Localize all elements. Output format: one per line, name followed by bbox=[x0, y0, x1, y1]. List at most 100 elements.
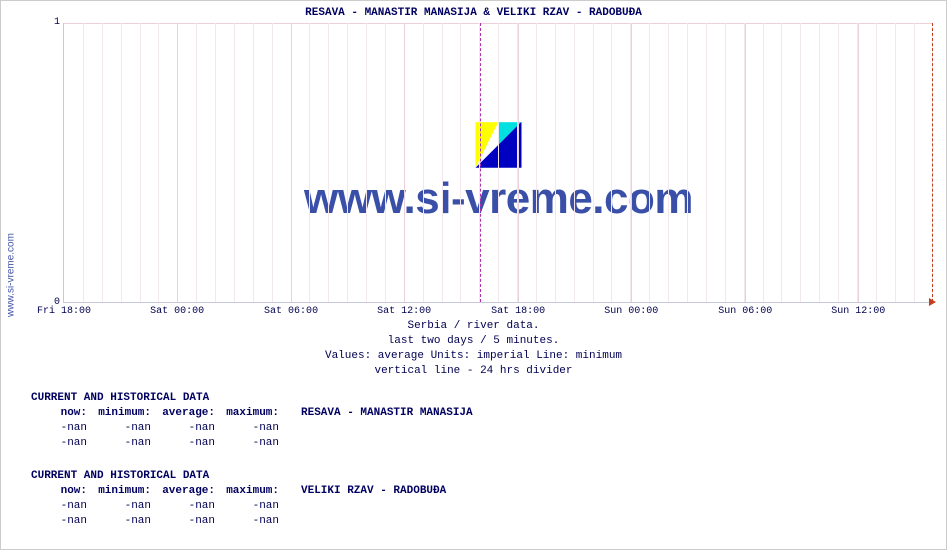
table-cell: -nan bbox=[159, 436, 223, 451]
minor-gridline bbox=[668, 23, 669, 302]
x-tick-label: Sat 00:00 bbox=[150, 306, 204, 317]
x-tick-label: Sun 12:00 bbox=[831, 306, 885, 317]
major-gridline bbox=[291, 23, 292, 302]
minor-gridline bbox=[309, 23, 310, 302]
table-cell: -nan bbox=[31, 436, 95, 451]
subtitle-line: Serbia / river data. bbox=[1, 319, 946, 334]
table-cell: -nan bbox=[159, 421, 223, 436]
column-header: now: bbox=[31, 484, 95, 499]
x-tick-label: Fri 18:00 bbox=[37, 306, 91, 317]
table-row: -nan-nan-nan-nan bbox=[31, 499, 454, 514]
table-cell bbox=[287, 421, 481, 436]
minor-gridline bbox=[781, 23, 782, 302]
table-cell: -nan bbox=[95, 421, 159, 436]
minor-gridline bbox=[876, 23, 877, 302]
minor-gridline bbox=[611, 23, 612, 302]
series-name: VELIKI RZAV - RADOBUĐA bbox=[287, 484, 454, 499]
column-header: average: bbox=[159, 484, 223, 499]
minor-gridline bbox=[158, 23, 159, 302]
table-cell: -nan bbox=[159, 514, 223, 529]
minor-gridline bbox=[763, 23, 764, 302]
minor-gridline bbox=[838, 23, 839, 302]
minor-gridline bbox=[366, 23, 367, 302]
table-cell: -nan bbox=[223, 514, 287, 529]
table-cell: -nan bbox=[159, 499, 223, 514]
data-table: now:minimum:average:maximum:VELIKI RZAV … bbox=[31, 484, 454, 529]
subtitle-line: last two days / 5 minutes. bbox=[1, 334, 946, 349]
minor-gridline bbox=[347, 23, 348, 302]
minor-gridline bbox=[819, 23, 820, 302]
table-cell bbox=[287, 436, 481, 451]
major-gridline bbox=[518, 23, 519, 302]
minor-gridline bbox=[649, 23, 650, 302]
minor-gridline bbox=[555, 23, 556, 302]
minor-gridline bbox=[460, 23, 461, 302]
series-name: RESAVA - MANASTIR MANASIJA bbox=[287, 406, 481, 421]
minor-gridline bbox=[102, 23, 103, 302]
table-cell: -nan bbox=[31, 421, 95, 436]
subtitle-line: vertical line - 24 hrs divider bbox=[1, 364, 946, 379]
table-header: CURRENT AND HISTORICAL DATA bbox=[31, 469, 454, 484]
table-cell: -nan bbox=[95, 499, 159, 514]
minor-gridline bbox=[272, 23, 273, 302]
subtitle-line: Values: average Units: imperial Line: mi… bbox=[1, 349, 946, 364]
minor-gridline bbox=[140, 23, 141, 302]
minor-gridline bbox=[83, 23, 84, 302]
minor-gridline bbox=[687, 23, 688, 302]
table-row: -nan-nan-nan-nan bbox=[31, 436, 481, 451]
divider-24h bbox=[480, 23, 481, 302]
major-gridline bbox=[404, 23, 405, 302]
x-tick-label: Sat 12:00 bbox=[377, 306, 431, 317]
end-line bbox=[932, 23, 933, 302]
minor-gridline bbox=[498, 23, 499, 302]
table-row: -nan-nan-nan-nan bbox=[31, 514, 454, 529]
column-header: now: bbox=[31, 406, 95, 421]
minor-gridline bbox=[234, 23, 235, 302]
major-gridline bbox=[631, 23, 632, 302]
y-tick-label: 1 bbox=[30, 17, 60, 28]
minor-gridline bbox=[536, 23, 537, 302]
minor-gridline bbox=[121, 23, 122, 302]
table-cell: -nan bbox=[31, 514, 95, 529]
data-table-block: CURRENT AND HISTORICAL DATAnow:minimum:a… bbox=[31, 391, 481, 450]
minor-gridline bbox=[196, 23, 197, 302]
data-table-block: CURRENT AND HISTORICAL DATAnow:minimum:a… bbox=[31, 469, 454, 528]
column-header: minimum: bbox=[95, 406, 159, 421]
x-tick-label: Sun 00:00 bbox=[604, 306, 658, 317]
minor-gridline bbox=[328, 23, 329, 302]
column-header: minimum: bbox=[95, 484, 159, 499]
plot-area: www.si-vreme.com 01Fri 18:00Sat 00:00Sat… bbox=[45, 23, 933, 303]
minor-gridline bbox=[914, 23, 915, 302]
minor-gridline bbox=[800, 23, 801, 302]
table-cell: -nan bbox=[223, 436, 287, 451]
x-tick-label: Sat 06:00 bbox=[264, 306, 318, 317]
minor-gridline bbox=[385, 23, 386, 302]
table-cell bbox=[287, 514, 454, 529]
x-tick-label: Sun 06:00 bbox=[718, 306, 772, 317]
table-header: CURRENT AND HISTORICAL DATA bbox=[31, 391, 481, 406]
minor-gridline bbox=[574, 23, 575, 302]
major-gridline bbox=[177, 23, 178, 302]
major-gridline bbox=[858, 23, 859, 302]
minor-gridline bbox=[706, 23, 707, 302]
column-header: maximum: bbox=[223, 484, 287, 499]
major-gridline bbox=[745, 23, 746, 302]
minor-gridline bbox=[253, 23, 254, 302]
subtitle-block: Serbia / river data. last two days / 5 m… bbox=[1, 319, 946, 378]
table-cell: -nan bbox=[95, 514, 159, 529]
minor-gridline bbox=[593, 23, 594, 302]
minor-gridline bbox=[442, 23, 443, 302]
minor-gridline bbox=[895, 23, 896, 302]
table-cell bbox=[287, 499, 454, 514]
minor-gridline bbox=[725, 23, 726, 302]
table-cell: -nan bbox=[223, 499, 287, 514]
end-arrow-icon bbox=[929, 298, 936, 306]
minor-gridline bbox=[423, 23, 424, 302]
column-header: maximum: bbox=[223, 406, 287, 421]
chart-title: RESAVA - MANASTIR MANASIJA & VELIKI RZAV… bbox=[1, 1, 946, 19]
table-cell: -nan bbox=[95, 436, 159, 451]
table-row: -nan-nan-nan-nan bbox=[31, 421, 481, 436]
minor-gridline bbox=[215, 23, 216, 302]
table-cell: -nan bbox=[223, 421, 287, 436]
side-site-label: www.si-vreme.com bbox=[6, 215, 17, 335]
